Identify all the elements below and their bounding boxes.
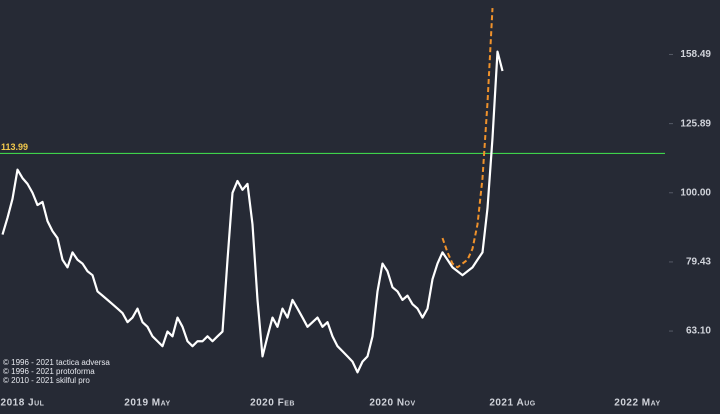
y-tick-label: 79.43 bbox=[686, 257, 711, 268]
projection-line bbox=[441, 7, 494, 269]
copyright-note: © 2010 - 2021 skilful pro bbox=[3, 376, 90, 385]
x-tick-label: 2020 Nov bbox=[369, 398, 415, 409]
x-tick-label: 2018 Jul bbox=[1, 398, 45, 409]
level-label: 113.99 bbox=[1, 142, 28, 152]
x-tick-label: 2020 Feb bbox=[250, 398, 295, 409]
price-line bbox=[1, 50, 504, 374]
copyright-note: © 1996 - 2021 tactica adversa bbox=[3, 358, 110, 367]
y-tick-label: 125.89 bbox=[680, 118, 711, 129]
x-tick-label: 2019 May bbox=[124, 398, 170, 409]
x-tick-label: 2022 May bbox=[614, 398, 660, 409]
y-tick-label: 63.10 bbox=[686, 326, 711, 337]
copyright-note: © 1996 - 2021 protoforma bbox=[3, 367, 95, 376]
x-tick-label: 2021 Aug bbox=[489, 398, 535, 409]
y-tick-label: 100.00 bbox=[680, 187, 711, 198]
y-tick-label: 158.49 bbox=[680, 49, 711, 60]
